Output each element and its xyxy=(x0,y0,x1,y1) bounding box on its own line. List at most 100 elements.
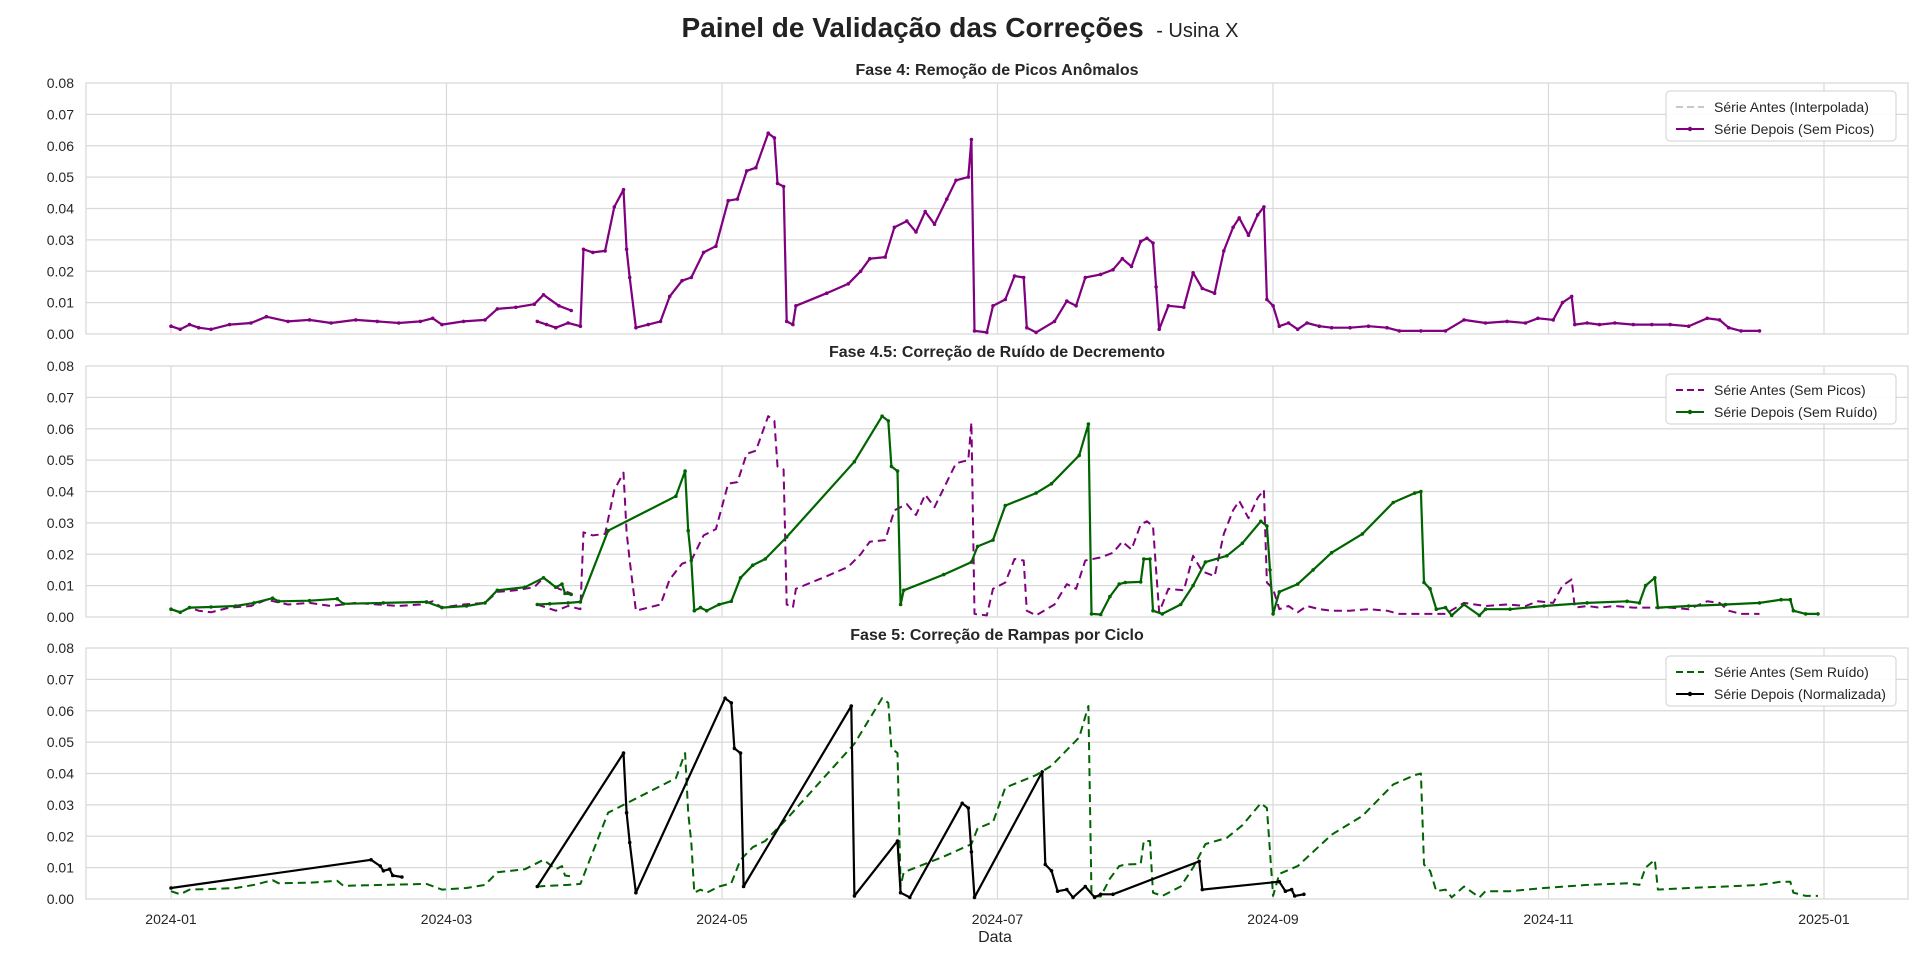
series-point xyxy=(1360,532,1365,536)
series-point xyxy=(1419,329,1423,333)
series-point xyxy=(886,419,891,423)
chart-panel-1: 0.00 0.01 0.02 0.03 0.04 0.05 0.06 0.07 0.08 Fase… xyxy=(47,62,1909,342)
series-point xyxy=(972,895,977,900)
series-point xyxy=(1271,304,1275,308)
legend-label: Série Antes (Interpolada) xyxy=(1714,99,1869,115)
series-point xyxy=(667,294,672,299)
series-point xyxy=(375,319,380,324)
series-point xyxy=(744,169,749,173)
series-point xyxy=(1265,297,1269,302)
series-point xyxy=(1653,576,1657,580)
series-point xyxy=(547,602,552,606)
series-point xyxy=(1462,602,1466,607)
series-point xyxy=(569,308,573,313)
series-point xyxy=(692,608,697,613)
legend-marker xyxy=(1687,691,1693,697)
series-point xyxy=(1271,612,1275,616)
series-point xyxy=(1434,607,1439,611)
series-point xyxy=(535,884,540,889)
series-point xyxy=(932,222,937,226)
series-point xyxy=(1560,300,1565,305)
series-point xyxy=(1726,325,1731,330)
series-point xyxy=(1040,770,1044,774)
series-point xyxy=(1295,327,1300,332)
series-point xyxy=(1508,607,1512,611)
series-point xyxy=(738,576,743,580)
series-point xyxy=(1791,608,1796,613)
series-point xyxy=(1052,319,1057,324)
y-tick-label: 0.00 xyxy=(47,609,74,625)
series-point xyxy=(1757,601,1762,605)
series-point xyxy=(704,608,709,613)
series-point xyxy=(1240,541,1245,546)
series-point xyxy=(523,585,527,589)
series-point xyxy=(784,319,789,324)
series-point xyxy=(674,494,678,499)
series-point xyxy=(418,319,423,324)
series-point xyxy=(1197,859,1201,864)
series-point xyxy=(1643,583,1648,588)
series-point xyxy=(1123,580,1128,585)
series-point xyxy=(1098,272,1103,277)
series-point xyxy=(1138,239,1143,244)
x-tick-label: 2024-07 xyxy=(972,911,1024,927)
series-point xyxy=(1585,321,1589,325)
series-point xyxy=(1428,587,1432,591)
series-point xyxy=(1074,304,1078,308)
series-point xyxy=(554,585,558,589)
y-tick-label: 0.04 xyxy=(47,484,74,500)
series-point xyxy=(557,304,561,308)
y-tick-label: 0.05 xyxy=(47,169,74,185)
series-point xyxy=(966,175,971,179)
series-point xyxy=(1034,491,1038,495)
legend-box xyxy=(1665,373,1897,425)
series-point xyxy=(1650,322,1654,327)
series-point xyxy=(1523,321,1528,325)
series-point xyxy=(1443,329,1448,333)
series-point xyxy=(852,459,857,464)
series-point xyxy=(1625,599,1629,604)
series-point xyxy=(1283,889,1288,893)
series-point xyxy=(1012,274,1017,278)
legend-label: Série Antes (Sem Ruído) xyxy=(1714,664,1869,680)
series-point xyxy=(621,751,626,755)
series-point xyxy=(566,601,570,605)
series-point xyxy=(1302,892,1306,897)
series-point xyxy=(1286,321,1291,325)
series-point xyxy=(784,535,789,539)
y-tick-label: 0.05 xyxy=(47,734,74,750)
legend-label: Série Antes (Sem Picos) xyxy=(1714,382,1866,398)
series-point xyxy=(1108,594,1112,599)
series-point xyxy=(1289,887,1294,892)
series-point xyxy=(1329,325,1334,330)
series-point xyxy=(680,278,684,283)
series-point xyxy=(1739,329,1743,333)
series-point xyxy=(1385,325,1389,330)
series-point xyxy=(960,801,964,806)
series-point xyxy=(1637,601,1642,605)
series-point xyxy=(1178,602,1183,607)
series-point xyxy=(1449,613,1454,618)
series-line xyxy=(536,132,1760,334)
series-point xyxy=(440,605,444,610)
series-point xyxy=(794,304,798,308)
series-point xyxy=(624,810,629,815)
y-tick-label: 0.04 xyxy=(47,766,74,782)
series-point xyxy=(754,165,758,170)
series-point xyxy=(1083,884,1088,889)
series-point xyxy=(923,209,927,214)
legend-box xyxy=(1665,655,1897,707)
y-tick-label: 0.03 xyxy=(47,515,74,531)
y-tick-label: 0.07 xyxy=(47,671,74,687)
series-point xyxy=(169,607,173,611)
series-point xyxy=(1191,583,1195,588)
series-point xyxy=(627,275,632,280)
series-point xyxy=(378,864,383,868)
series-point xyxy=(1138,580,1143,584)
series-point xyxy=(1305,321,1309,325)
y-tick-label: 0.08 xyxy=(47,358,74,374)
series-point xyxy=(566,321,570,325)
y-tick-label: 0.06 xyxy=(47,703,74,719)
series-point xyxy=(1157,327,1161,332)
y-tick-label: 0.01 xyxy=(47,860,74,876)
